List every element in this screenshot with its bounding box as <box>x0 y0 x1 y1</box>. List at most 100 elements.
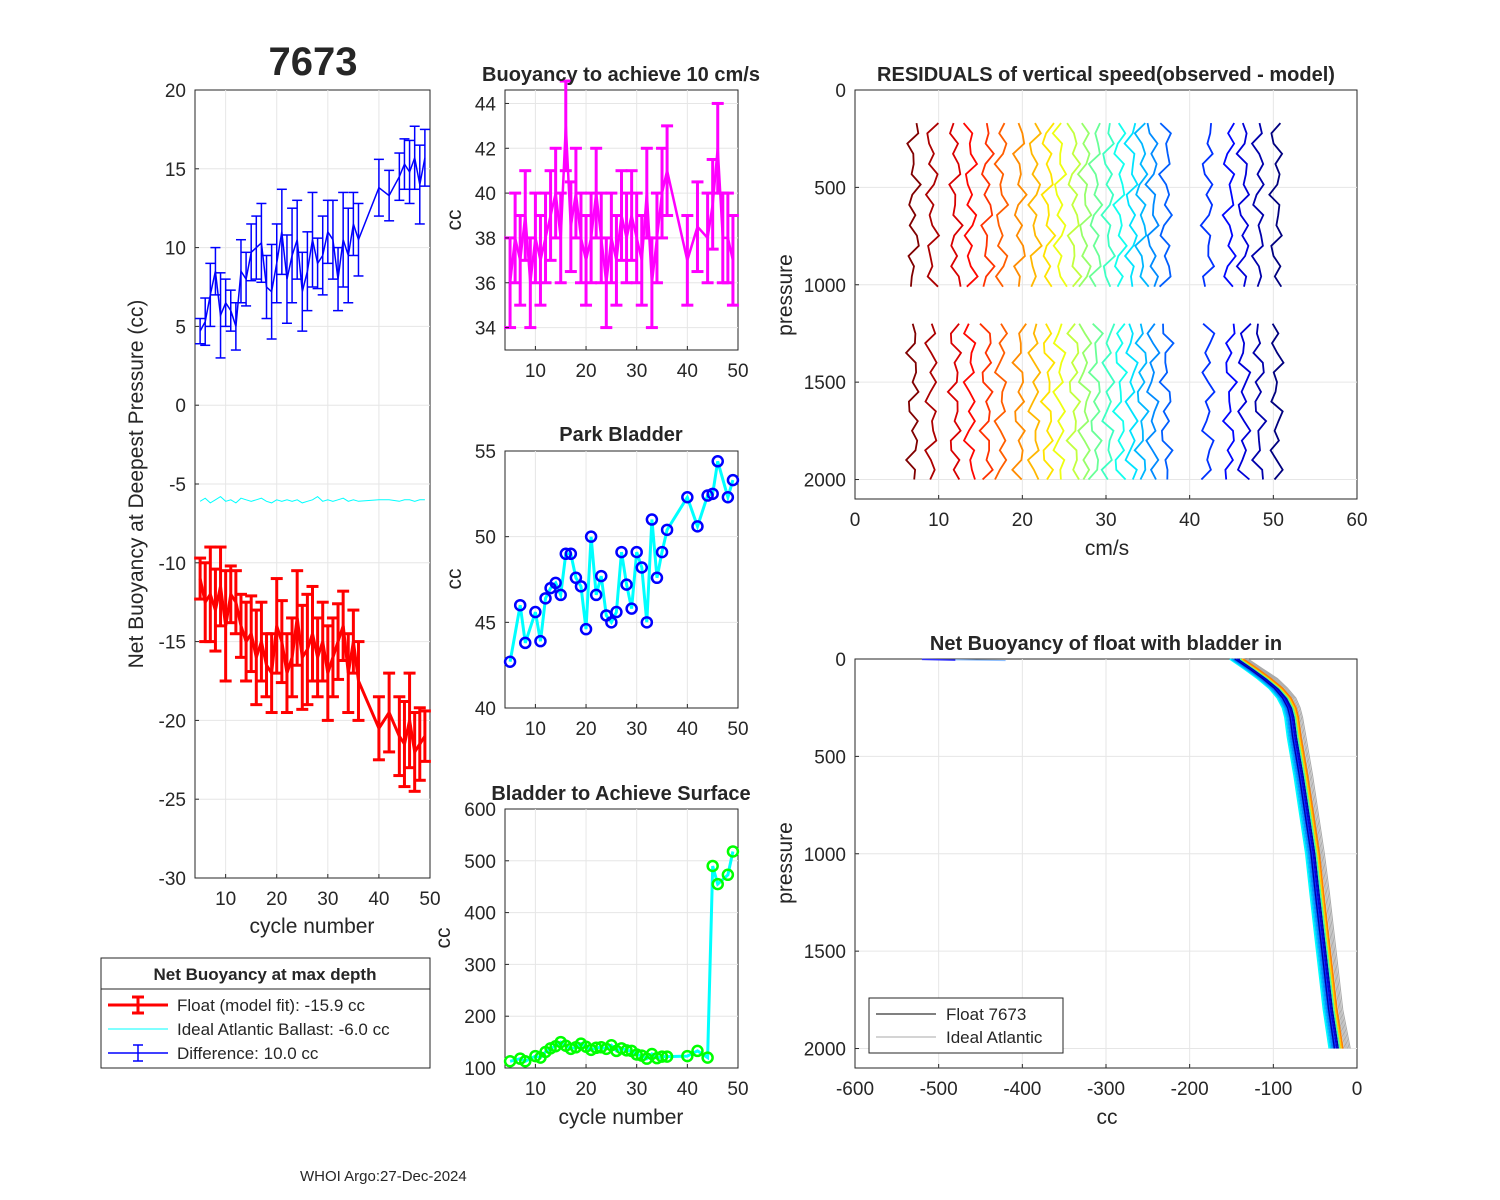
tick-label-y: 2000 <box>804 1040 846 1061</box>
tick-label-y: 500 <box>814 178 846 199</box>
park-bladder-grid <box>505 451 738 708</box>
surface-bladder-point <box>721 868 735 882</box>
residual-profile <box>1077 323 1093 480</box>
park-bladder-point <box>610 605 623 619</box>
residual-profile <box>1076 122 1093 288</box>
park-bladder-point <box>539 592 552 605</box>
park-bladder-title: Park Bladder <box>559 424 683 446</box>
surface-bladder-grid <box>505 809 738 1068</box>
tick-label-y: 0 <box>175 396 186 417</box>
tick-label-x: 50 <box>419 889 440 910</box>
surface-bladder-ticks: 10 20 30 40 50 100 200 300 400 500 600 <box>464 800 748 1100</box>
ideal-profile-line <box>1247 658 1351 1049</box>
tick-label-x: -500 <box>920 1079 958 1100</box>
surface-bladder-point <box>519 1055 532 1068</box>
tick-label-x: 20 <box>575 361 596 382</box>
surface-fragment-line <box>955 659 1006 662</box>
tick-label-x: 50 <box>727 719 748 740</box>
park-bladder-point <box>625 602 638 615</box>
residual-profile <box>1040 122 1057 288</box>
residual-profile <box>1199 123 1216 287</box>
park-bladder-point <box>645 513 659 526</box>
park-bladder-point <box>529 605 542 619</box>
tick-label-x: 40 <box>677 361 698 382</box>
tick-label-y: 500 <box>814 747 846 768</box>
tick-label-y: 1500 <box>804 942 846 963</box>
residuals-title: RESIDUALS of vertical speed(observed - m… <box>877 64 1335 86</box>
residual-profile <box>1221 122 1237 288</box>
surface-bladder-point <box>701 1051 714 1064</box>
residual-profile <box>980 122 996 287</box>
legend-label-ideal: Ideal Atlantic Ballast: -6.0 cc <box>177 1020 390 1039</box>
tick-label-x: -600 <box>836 1079 874 1100</box>
residual-profile <box>906 122 922 287</box>
float-fit-line <box>198 578 427 756</box>
net-buoyancy-series <box>194 125 431 793</box>
residual-profile <box>948 122 964 287</box>
park-bladder-point <box>579 622 593 636</box>
footer-credit: WHOI Argo:27-Dec-2024 <box>300 1168 467 1185</box>
tick-label-y: 1000 <box>804 276 846 297</box>
park-bladder-point <box>574 580 588 593</box>
residuals-series <box>904 122 1285 481</box>
tick-label-y: 36 <box>475 274 496 295</box>
park-bladder-point <box>564 547 578 561</box>
residual-profile <box>1100 122 1117 288</box>
residual-profile <box>946 323 963 480</box>
profile-legend-label-ideal: Ideal Atlantic <box>946 1028 1043 1047</box>
surface-bladder-point <box>620 1044 633 1057</box>
speed-buoyancy-title: Buoyancy to achieve 10 cm/s <box>482 64 760 86</box>
tick-label-y: -25 <box>159 790 186 811</box>
tick-label-y: 44 <box>475 94 497 115</box>
park-bladder-point <box>620 578 633 591</box>
park-bladder-point <box>584 530 598 543</box>
surface-bladder-point <box>630 1048 643 1061</box>
residual-profile <box>1100 323 1116 480</box>
legend-entry-float: Float (model fit): -15.9 cc <box>108 995 366 1015</box>
net-buoyancy-xlabel: cycle number <box>250 915 375 938</box>
ideal-profile-line <box>1245 658 1349 1049</box>
tick-label-y: 100 <box>464 1059 496 1080</box>
residual-profile <box>1066 122 1083 288</box>
tick-label-x: 50 <box>727 1079 748 1100</box>
surface-bladder-ylabel: cc <box>432 928 455 949</box>
tick-label-y: 38 <box>475 229 496 250</box>
surface-bladder-point <box>655 1050 669 1063</box>
residual-profile <box>924 323 938 480</box>
residual-profile <box>1200 323 1216 481</box>
surface-bladder-point <box>711 877 724 891</box>
tick-label-x: 60 <box>1346 510 1367 531</box>
tick-label-x: -100 <box>1254 1079 1292 1100</box>
net-buoyancy-legend: Net Buoyancy at max depth Float (model f… <box>100 957 431 1069</box>
float-profile-line <box>1242 658 1344 1049</box>
tick-label-y: 55 <box>475 442 496 463</box>
park-bladder-point <box>726 473 740 487</box>
residuals-ylabel: pressure <box>774 254 797 336</box>
residual-profile <box>1011 323 1027 481</box>
buoyancy-profile-ylabel: pressure <box>774 822 797 904</box>
residual-profile <box>1039 323 1056 480</box>
float-id-title: 7673 <box>269 40 358 84</box>
tick-label-x: 30 <box>626 1079 647 1100</box>
float-profile-line <box>1241 658 1343 1049</box>
legend-entry-difference: Difference: 10.0 cc <box>108 1044 319 1063</box>
legend-label-difference: Difference: 10.0 cc <box>177 1044 319 1063</box>
surface-bladder-title: Bladder to Achieve Surface <box>491 783 750 805</box>
tick-label-x: 30 <box>626 361 647 382</box>
tick-label-y: 34 <box>475 319 497 340</box>
park-bladder-point <box>519 636 532 650</box>
legend-title: Net Buoyancy at max depth <box>154 965 377 984</box>
park-bladder-point <box>513 598 527 612</box>
park-bladder-ylabel: cc <box>443 569 466 590</box>
tick-label-y: 500 <box>464 852 496 873</box>
residual-profile <box>1144 122 1160 288</box>
ideal-ballast-line <box>199 495 425 504</box>
tick-label-x: 20 <box>266 889 287 910</box>
surface-bladder-axes <box>504 808 739 1069</box>
tick-label-x: 10 <box>525 361 546 382</box>
residual-profile <box>1087 323 1105 481</box>
residual-profile <box>1011 122 1028 287</box>
park-bladder-axes <box>504 450 739 709</box>
tick-label-y: 20 <box>165 81 186 102</box>
park-bladder-point <box>706 487 719 501</box>
